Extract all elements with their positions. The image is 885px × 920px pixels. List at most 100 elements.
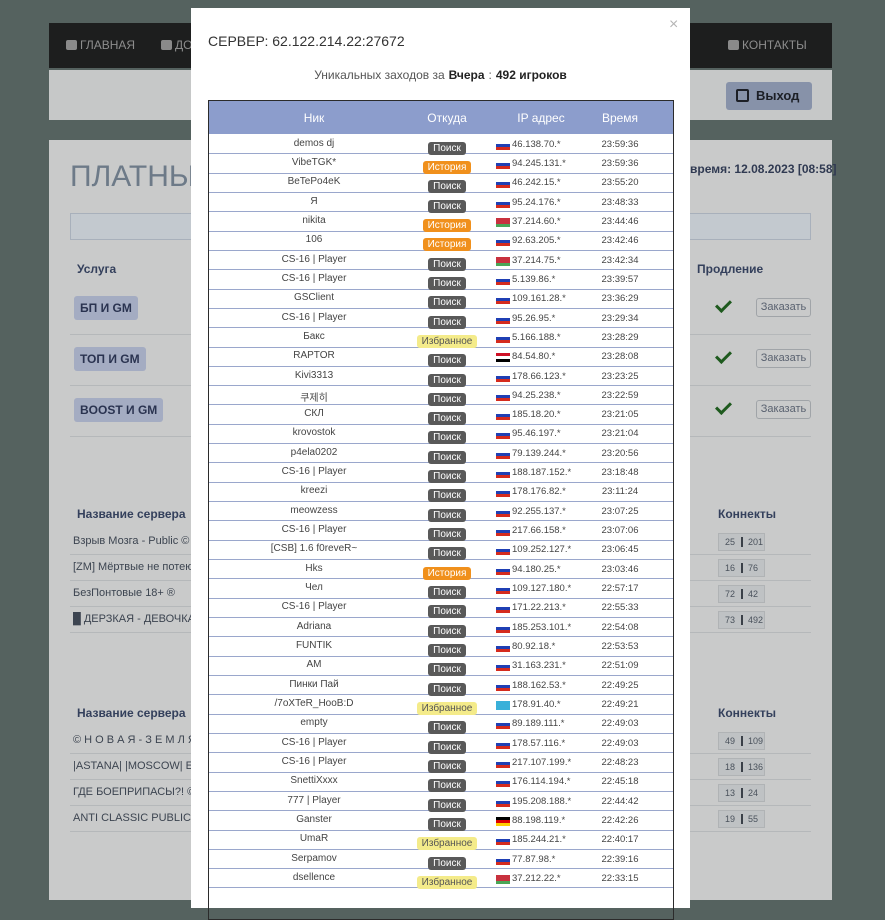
server-name[interactable]: © Н О В А Я - З Е М Л Я : — [73, 734, 202, 746]
country-flag — [496, 874, 510, 884]
visit-time: 22:42:26 — [601, 814, 639, 826]
nav-item[interactable]: ДО — [175, 38, 193, 52]
player-nick: FUNTIK — [295, 639, 333, 651]
player-nick: kreezi — [300, 485, 328, 497]
ip-address: 109.127.180.* — [512, 583, 572, 595]
ip-address: 178.66.123.* — [512, 370, 566, 382]
source-badge: Поиск — [407, 176, 487, 194]
country-flag — [496, 314, 510, 324]
source-label: Поиск — [428, 586, 466, 600]
order-button[interactable]: Заказать — [756, 349, 811, 368]
service-badge: BOOST И GM — [74, 398, 164, 422]
visit-time: 23:22:59 — [601, 389, 639, 401]
ip-address: 217.66.158.* — [512, 525, 566, 537]
source-label: Поиск — [428, 528, 466, 542]
country-flag — [496, 198, 510, 208]
player-nick: dsellence — [292, 871, 336, 883]
ip-address: 46.138.70.* — [512, 138, 561, 150]
player-nick: Я — [310, 195, 318, 207]
visit-time: 23:20:56 — [601, 447, 639, 459]
country-flag — [496, 295, 510, 305]
player-nick: Чел — [305, 582, 323, 594]
player-nick: SnettiXxxx — [290, 775, 338, 787]
player-nick: CS-16 | Player — [281, 755, 347, 767]
player-nick: UmaR — [299, 833, 329, 845]
visit-time: 22:45:18 — [601, 776, 639, 788]
country-flag — [496, 469, 510, 479]
nav-item[interactable]: ГЛАВНАЯ — [80, 38, 136, 52]
service-header: Услуга — [77, 262, 117, 276]
server-name[interactable]: █ ДЕРЗКАЯ - ДЕВОЧКА | — [73, 613, 201, 625]
source-badge: Поиск — [407, 505, 487, 523]
visit-time: 22:51:09 — [601, 660, 639, 672]
source-badge: Избранное — [407, 331, 487, 349]
connects-sep — [741, 537, 743, 547]
ip-address: 178.57.116.* — [512, 737, 566, 749]
ip-address: 77.87.98.* — [512, 853, 556, 865]
modal-close[interactable]: × — [669, 16, 679, 33]
source-label: Избранное — [416, 875, 478, 889]
country-flag — [496, 391, 510, 401]
ip-address: 79.139.244.* — [512, 447, 566, 459]
server-name[interactable]: |ASTANA| |MOSCOW| EXP — [73, 760, 208, 772]
source-badge: Поиск — [407, 659, 487, 677]
source-label: Поиск — [428, 547, 466, 561]
order-button[interactable]: Заказать — [756, 400, 811, 419]
logout-text: Выход — [756, 88, 800, 103]
summary-period: Вчера — [448, 68, 485, 82]
source-badge: История — [407, 234, 487, 252]
player-nick: /7oXTeR_HooB:D — [274, 697, 354, 709]
source-badge: Избранное — [407, 872, 487, 890]
source-badge: Поиск — [407, 466, 487, 484]
source-badge: Поиск — [407, 640, 487, 658]
source-label: Поиск — [428, 489, 466, 503]
nav-icon — [161, 40, 172, 50]
ip-address: 46.242.15.* — [512, 177, 561, 189]
connects-value: 55 — [748, 814, 759, 824]
server-name[interactable]: ГДЕ БОЕПРИПАСЫ?! © В — [73, 786, 206, 798]
source-label: Поиск — [428, 315, 466, 329]
connects-value: 18 — [725, 762, 736, 772]
country-flag — [496, 217, 510, 227]
nav-item[interactable]: КОНТАКТЫ — [742, 38, 807, 52]
source-badge: Поиск — [407, 370, 487, 388]
source-label: Поиск — [428, 643, 466, 657]
server-name[interactable]: ANTI CLASSIC PUBLIC © | — [73, 812, 209, 824]
server-name[interactable]: Взрыв Мозга - Public © — [73, 535, 190, 547]
server-name[interactable]: БезПонтовые 18+ ® — [73, 587, 176, 599]
source-badge: Поиск — [407, 756, 487, 774]
source-badge: Поиск — [407, 543, 487, 561]
player-nick: 106 — [305, 234, 323, 246]
ip-address: 217.107.199.* — [512, 756, 572, 768]
connects-value: 16 — [725, 563, 736, 573]
source-label: Поиск — [428, 624, 466, 638]
connects-value: 73 — [725, 615, 736, 625]
server-name[interactable]: [ZM] Мёртвые не потеют — [73, 561, 199, 573]
visit-time: 23:59:36 — [601, 157, 639, 169]
source-badge: Поиск — [407, 408, 487, 426]
ip-address: 185.244.21.* — [512, 834, 566, 846]
service-badge: ТОП И GM — [74, 347, 146, 371]
source-label: Поиск — [428, 682, 466, 696]
source-badge: Поиск — [407, 679, 487, 697]
source-label: История — [422, 218, 472, 232]
source-label: Поиск — [428, 721, 466, 735]
country-flag — [496, 797, 510, 807]
visit-time: 23:28:29 — [601, 331, 639, 343]
connects-sep — [741, 788, 743, 798]
source-label: Поиск — [428, 392, 466, 406]
column-header: Ник — [303, 111, 325, 125]
source-badge: Поиск — [407, 621, 487, 639]
visit-time: 22:39:16 — [601, 853, 639, 865]
source-label: Поиск — [428, 276, 466, 290]
country-flag — [496, 739, 510, 749]
logout-button[interactable]: Выход — [726, 82, 812, 110]
player-nick: BeTePo4eK — [287, 176, 341, 188]
source-badge: Поиск — [407, 524, 487, 542]
order-button[interactable]: Заказать — [756, 298, 811, 317]
country-flag — [496, 527, 510, 537]
ip-address: 37.214.75.* — [512, 254, 561, 266]
visit-time: 22:48:23 — [601, 756, 639, 768]
visit-time: 22:49:25 — [601, 679, 639, 691]
country-flag — [496, 662, 510, 672]
